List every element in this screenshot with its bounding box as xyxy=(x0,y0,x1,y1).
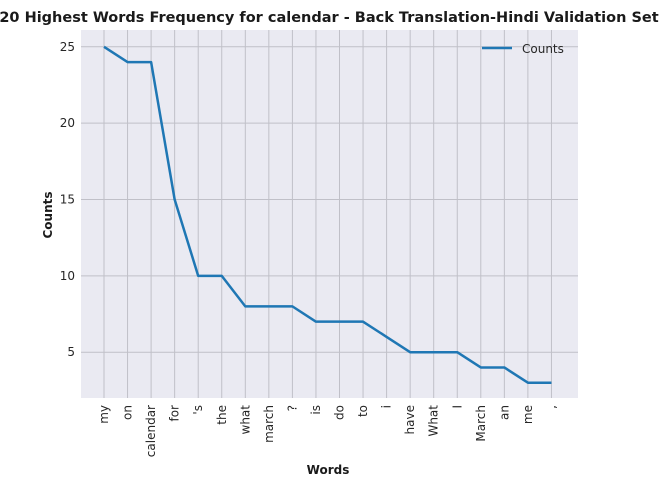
x-tick-label: to xyxy=(356,405,370,417)
x-tick-label: i xyxy=(380,405,394,408)
legend-label: Counts xyxy=(522,42,564,56)
legend: Counts xyxy=(482,42,564,56)
plot-area xyxy=(81,30,578,398)
x-tick-label: , xyxy=(544,405,558,409)
x-tick-labels: my on calendar for 's the what march? is do to i hav… xyxy=(97,405,558,457)
x-tick-label: me xyxy=(521,405,535,424)
x-tick-label: March xyxy=(474,405,488,442)
x-tick-label: march xyxy=(262,405,276,443)
y-tick-label: 10 xyxy=(60,269,75,283)
x-tick-label: ? xyxy=(285,405,299,411)
x-tick-label: an xyxy=(497,405,511,420)
x-tick-label: is xyxy=(309,405,323,415)
x-tick-label: I xyxy=(450,405,464,409)
x-tick-label: on xyxy=(121,405,135,420)
x-tick-label: calendar xyxy=(144,405,158,457)
x-tick-label: what xyxy=(238,405,252,435)
y-tick-label: 15 xyxy=(60,192,75,206)
x-tick-label: do xyxy=(333,405,347,420)
series-layer xyxy=(103,45,552,384)
x-tick-label: the xyxy=(215,405,229,425)
chart-title: 20 Highest Words Frequency for calendar … xyxy=(0,10,659,26)
x-tick-label: What xyxy=(427,405,441,437)
grid xyxy=(81,30,578,398)
y-tick-label: 20 xyxy=(60,116,75,130)
y-tick-labels: 5 10 15 20 25 xyxy=(60,40,75,359)
y-axis-label: Counts xyxy=(41,191,55,238)
y-tick-label: 5 xyxy=(67,345,75,359)
y-tick-label: 25 xyxy=(60,40,75,54)
series-line-counts xyxy=(103,45,552,384)
x-tick-label: 's xyxy=(191,405,205,415)
x-axis-label: Words xyxy=(307,463,350,477)
x-tick-label: for xyxy=(168,405,182,422)
x-tick-label: have xyxy=(403,405,417,434)
x-tick-label: my xyxy=(97,405,111,424)
